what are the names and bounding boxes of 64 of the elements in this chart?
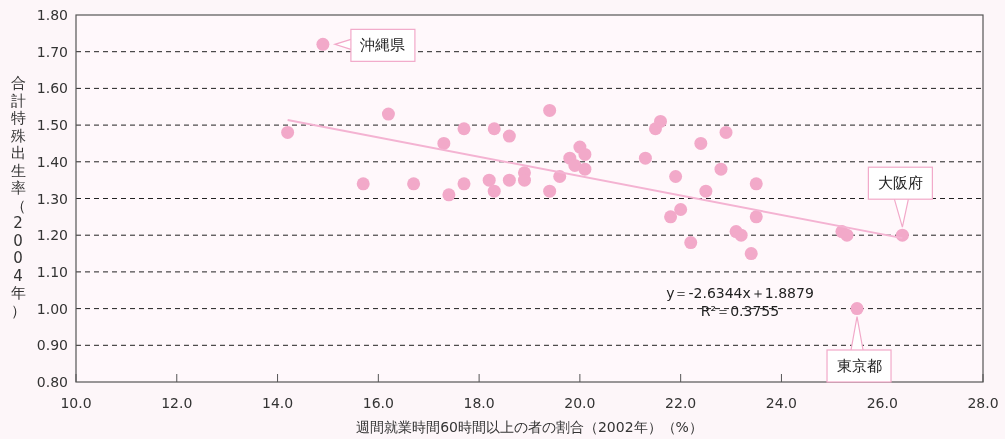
y-tick-label: 0.80 [36,374,68,390]
x-axis-title: 週間就業時間60時間以上の者の割合（2002年）（%） [356,419,703,435]
y-tick-label: 1.20 [36,227,68,244]
point [694,136,708,150]
text: 合計特殊出生率（2004年） [10,74,26,320]
y-tick-label: 0.90 [36,337,68,354]
point [734,228,748,242]
point [543,103,557,117]
x-tick-label: 18.0 [463,395,495,411]
point [578,147,592,161]
x-tick-label: 10.0 [60,395,92,411]
annotation: 沖縄県 [360,36,406,55]
y-tick-label: 1.10 [36,263,68,280]
point [664,210,678,224]
point [457,177,471,191]
point [457,122,471,136]
point [442,188,456,202]
y-tick-label: 1.70 [36,43,68,60]
annotation: y＝-2.6344x＋1.8879 [666,285,814,301]
x-tick-label: 24.0 [765,395,798,411]
point [674,203,688,217]
x-tick-label: 28.0 [967,395,999,411]
point [568,158,582,172]
y-tick-label: 1.60 [36,80,68,97]
y-tick-label: 1.00 [36,300,68,317]
x-tick-label: 14.0 [261,395,294,411]
point [895,228,909,242]
point [654,114,668,128]
point [502,173,516,187]
x-tick-label: 12.0 [161,395,193,411]
point [744,247,758,261]
x-tick-label: 26.0 [866,395,898,411]
point [356,177,370,191]
annotation: 東京都 [836,357,882,375]
x-tick-label: 22.0 [665,395,697,411]
point [684,236,698,250]
x-tick-label: 20.0 [564,395,596,411]
point [714,162,728,176]
point [749,177,763,191]
x-tick-label: 16.0 [362,395,394,411]
point [719,125,733,139]
point [487,184,501,198]
annotation: 大阪府 [877,174,923,193]
y-tick-label: 1.80 [36,7,68,23]
point [502,129,516,143]
point [850,302,864,316]
point [578,162,592,176]
point [543,184,557,198]
y-tick-label: 1.40 [36,153,68,170]
point [316,37,330,51]
point [487,122,501,136]
point [840,228,854,242]
y-tick-label: 1.50 [36,117,68,134]
point [749,210,763,224]
point [281,125,295,139]
point [669,169,683,183]
y-tick-label: 1.30 [36,190,68,207]
annotation: R²＝0.3755 [700,303,780,319]
point [638,151,652,165]
point [482,173,496,187]
point [437,136,451,150]
point [407,177,421,191]
point [699,184,713,198]
point [381,107,395,121]
